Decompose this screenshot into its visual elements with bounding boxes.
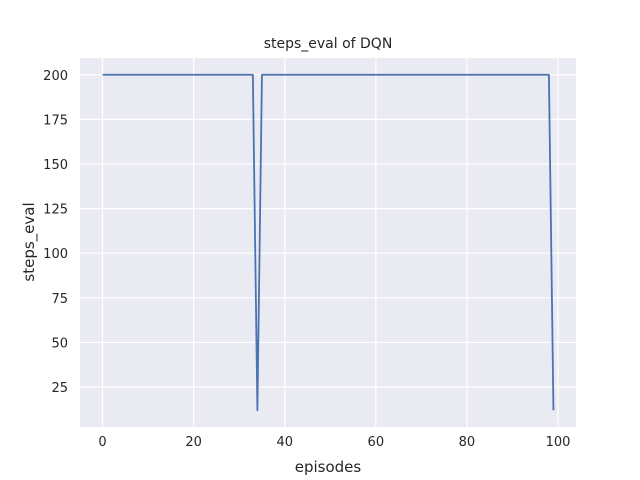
- x-tick-label: 0: [98, 435, 106, 450]
- x-tick-label: 100: [546, 435, 571, 450]
- y-tick-label: 125: [43, 203, 68, 218]
- x-tick-labels: 0 20 40 60 80 100: [98, 435, 570, 450]
- y-tick-label: 200: [43, 69, 68, 84]
- y-tick-label: 100: [43, 247, 68, 262]
- y-tick-label: 50: [51, 336, 68, 351]
- plot-background: [80, 58, 576, 427]
- y-tick-label: 25: [51, 381, 68, 396]
- x-axis-label: episodes: [295, 458, 362, 476]
- x-tick-label: 20: [185, 435, 202, 450]
- y-tick-label: 75: [51, 292, 68, 307]
- y-tick-label: 175: [43, 113, 68, 128]
- y-axis-label: steps_eval: [20, 202, 39, 281]
- y-tick-labels: 25 50 75 100 125 150 175 200: [43, 69, 68, 396]
- chart-title: steps_eval of DQN: [264, 36, 393, 52]
- y-tick-label: 150: [43, 158, 68, 173]
- x-tick-label: 40: [276, 435, 293, 450]
- series-line: [102, 73, 555, 412]
- x-tick-label: 60: [368, 435, 385, 450]
- x-tick-label: 80: [459, 435, 476, 450]
